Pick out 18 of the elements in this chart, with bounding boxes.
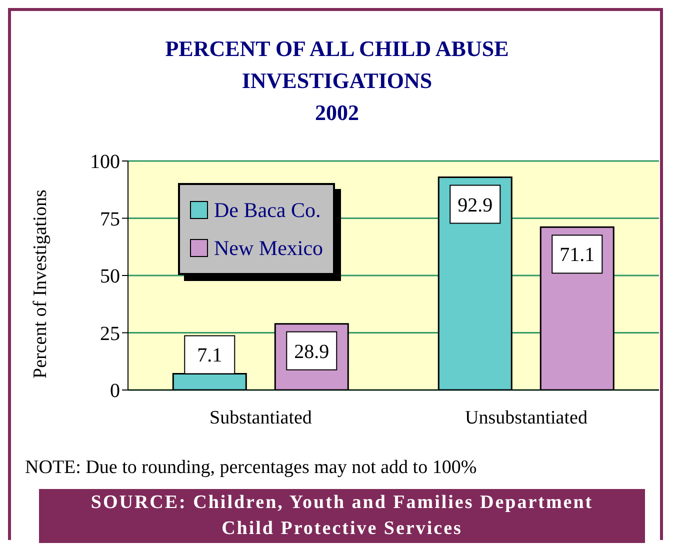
- legend-label: New Mexico: [214, 236, 324, 260]
- y-tick-label: 100: [90, 151, 120, 174]
- y-tick-label: 75: [100, 208, 120, 230]
- chart-title: PERCENT OF ALL CHILD ABUSE INVESTIGATIONS 2002: [164, 35, 510, 127]
- data-label: 28.9: [294, 340, 330, 363]
- data-label: 71.1: [560, 244, 595, 266]
- y-tick-label: 0: [110, 380, 120, 402]
- y-tick-label: 50: [100, 266, 120, 288]
- y-tick-label: 25: [100, 322, 120, 345]
- text: NOTE: Due to rounding, percentages may not add to 100%: [25, 457, 477, 479]
- x-tick-label: Substantiated: [210, 407, 312, 428]
- data-label: 7.1: [197, 344, 222, 367]
- data-label: 92.9: [458, 194, 493, 216]
- source-note: SOURCE: Children, Youth and Families Department: [90, 491, 594, 515]
- legend-label: De Baca Co.: [214, 198, 321, 222]
- text: Child Protective Services: [220, 517, 464, 541]
- y-axis-title: Percent of Investigations: [30, 190, 52, 378]
- x-tick-label: Unsubstantiated: [465, 407, 588, 428]
